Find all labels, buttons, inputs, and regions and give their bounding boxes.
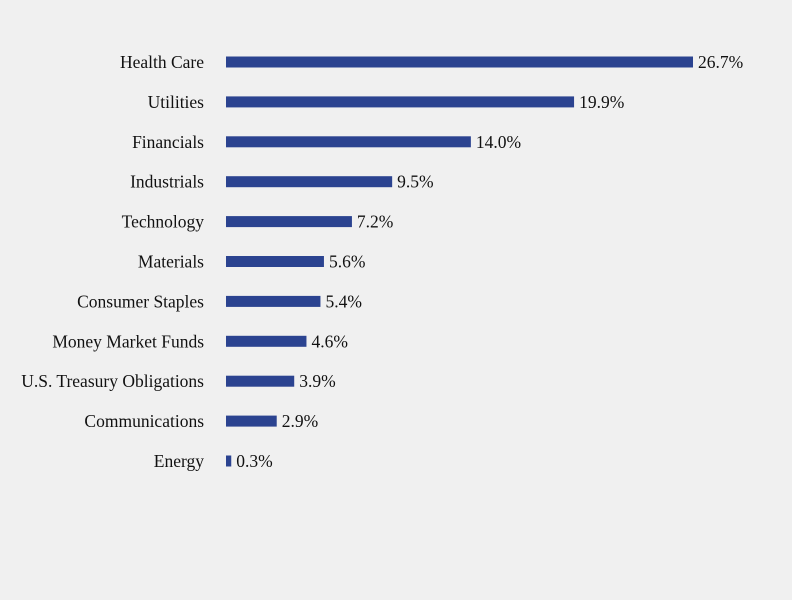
value-label: 2.9% bbox=[282, 411, 318, 431]
bar bbox=[226, 56, 693, 68]
category-labels: Health Care Utilities Financials Industrial… bbox=[21, 52, 204, 471]
value-label: 26.7% bbox=[698, 52, 743, 72]
category-label: Money Market Funds bbox=[52, 331, 204, 351]
bar bbox=[226, 335, 307, 347]
value-label: 7.2% bbox=[357, 212, 393, 232]
category-label: Materials bbox=[138, 252, 204, 272]
bar bbox=[226, 295, 321, 307]
bar bbox=[226, 415, 277, 427]
category-label: Utilities bbox=[148, 92, 205, 112]
bars-group bbox=[226, 56, 693, 467]
bar bbox=[226, 216, 352, 228]
category-label: Industrials bbox=[130, 172, 204, 192]
bar bbox=[226, 375, 295, 387]
category-label: U.S. Treasury Obligations bbox=[21, 371, 204, 391]
value-label: 5.6% bbox=[329, 252, 365, 272]
category-label: Consumer Staples bbox=[77, 291, 204, 311]
value-labels: 26.7% 19.9% 14.0% 9.5%7.2% 5.6% 5.4% 4.6% 3.9% 2… bbox=[236, 52, 743, 471]
category-label: Technology bbox=[122, 212, 205, 232]
bar bbox=[226, 96, 575, 108]
bar bbox=[226, 455, 232, 467]
value-label: 0.3% bbox=[236, 451, 272, 471]
value-label: 3.9% bbox=[299, 371, 335, 391]
value-label: 14.0% bbox=[476, 132, 521, 152]
bar bbox=[226, 136, 471, 148]
category-label: Energy bbox=[154, 451, 204, 471]
value-label: 4.6% bbox=[311, 331, 347, 351]
category-label: Communications bbox=[84, 411, 204, 431]
category-label: Health Care bbox=[120, 52, 204, 72]
bar bbox=[226, 176, 393, 188]
value-label: 5.4% bbox=[325, 291, 361, 311]
value-label: 19.9% bbox=[579, 92, 624, 112]
category-label: Financials bbox=[132, 132, 204, 152]
value-label: 9.5% bbox=[397, 172, 433, 192]
bar bbox=[226, 256, 324, 267]
